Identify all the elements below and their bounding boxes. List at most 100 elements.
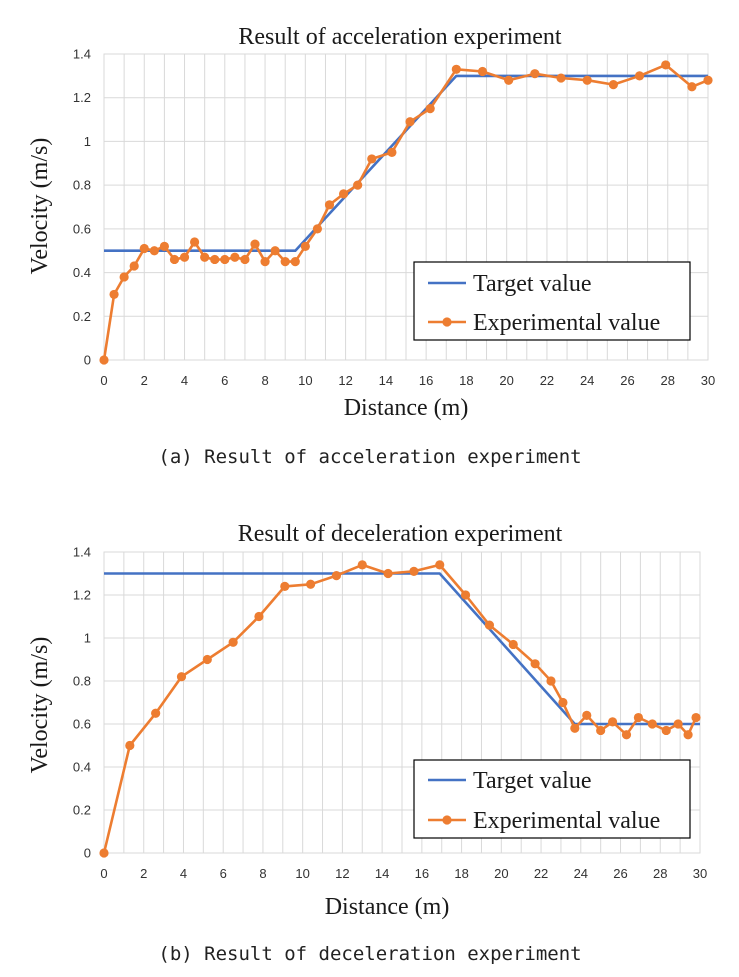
- experimental-point: [387, 147, 397, 157]
- legend-target-label: Target value: [473, 271, 592, 297]
- chart-title: Result of acceleration experiment: [238, 24, 562, 50]
- x-tick-label: 26: [620, 373, 634, 388]
- x-tick-label: 12: [335, 866, 349, 881]
- experimental-point: [484, 620, 495, 630]
- experimental-point: [254, 611, 264, 622]
- experimental-point: [504, 75, 514, 85]
- experimental-point: [435, 560, 445, 570]
- experimental-point: [99, 355, 109, 365]
- x-axis-label: Distance (m): [325, 894, 450, 920]
- experimental-point: [582, 75, 592, 85]
- experimental-point: [179, 252, 190, 262]
- x-tick-label: 16: [419, 373, 433, 388]
- experimental-point: [230, 252, 240, 262]
- experimental-point: [570, 723, 580, 733]
- x-tick-label: 16: [415, 866, 429, 881]
- experimental-point: [200, 252, 210, 262]
- x-tick-label: 28: [660, 373, 674, 388]
- experimental-point: [608, 80, 618, 90]
- experimental-point: [280, 581, 290, 592]
- plot-frame: [103, 551, 701, 854]
- y-tick-label: 1.4: [73, 47, 91, 62]
- experimental-point: [546, 676, 556, 686]
- x-tick-label: 4: [181, 373, 188, 388]
- experimental-point: [508, 639, 518, 650]
- experimental-point: [530, 659, 540, 669]
- experimental-point: [220, 254, 230, 265]
- experimental-point: [149, 246, 159, 256]
- experimental-point: [405, 117, 415, 127]
- experimental-point: [331, 571, 342, 581]
- experimental-point: [176, 672, 187, 682]
- x-tick-label: 14: [379, 373, 393, 388]
- y-tick-label: 1: [84, 631, 91, 646]
- experimental-point: [210, 254, 220, 265]
- x-tick-label: 10: [298, 373, 312, 388]
- y-axis-label: Velocity (m/s): [27, 637, 53, 774]
- legend-target-label: Target value: [473, 768, 592, 794]
- experimental-point: [661, 60, 671, 70]
- experimental-point: [125, 740, 135, 751]
- experimental-point: [240, 254, 250, 265]
- experimental-point: [425, 104, 435, 114]
- x-tick-label: 2: [140, 866, 147, 881]
- experimental-point: [556, 73, 566, 83]
- y-tick-label: 1.2: [73, 588, 91, 603]
- experimental-point: [109, 289, 119, 300]
- x-tick-label: 18: [459, 373, 473, 388]
- chart-title: Result of deceleration experiment: [238, 521, 563, 547]
- x-tick-label: 2: [141, 373, 148, 388]
- experimental-point: [530, 69, 540, 79]
- figure-caption: (a) Result of acceleration experiment: [158, 446, 581, 468]
- x-tick-label: 6: [220, 866, 227, 881]
- experimental-point: [139, 243, 149, 254]
- x-tick-label: 28: [653, 866, 667, 881]
- y-tick-label: 0.4: [73, 760, 91, 775]
- x-tick-label: 22: [534, 866, 548, 881]
- x-tick-label: 12: [338, 373, 352, 388]
- experimental-point: [159, 241, 169, 251]
- experimental-point: [169, 254, 180, 265]
- x-tick-label: 20: [494, 866, 508, 881]
- deceleration-chart: Result of deceleration experiment 0 0.2 0.…: [27, 521, 707, 965]
- experimental-point: [357, 560, 367, 570]
- x-axis-label: Distance (m): [344, 395, 469, 421]
- experimental-point: [338, 189, 349, 199]
- experimental-point: [634, 71, 645, 81]
- experimental-point: [280, 257, 290, 267]
- x-tick-label: 26: [613, 866, 627, 881]
- x-tick-label: 20: [499, 373, 513, 388]
- x-tick-label: 22: [540, 373, 554, 388]
- experimental-point: [99, 848, 109, 858]
- x-tick-label: 18: [454, 866, 468, 881]
- experimental-point: [687, 82, 697, 92]
- experimental-point: [621, 730, 632, 740]
- x-tick-label: 4: [180, 866, 187, 881]
- x-tick-label: 30: [693, 866, 707, 881]
- experimental-point: [151, 708, 161, 718]
- x-tick-label: 0: [100, 866, 107, 881]
- experimental-point: [691, 712, 701, 723]
- experimental-point: [260, 257, 270, 267]
- experimental-point: [596, 725, 606, 736]
- y-tick-label: 1: [84, 134, 91, 149]
- y-tick-label: 0.2: [73, 803, 91, 818]
- plot-frame: [103, 53, 709, 361]
- series-layer: [99, 560, 701, 858]
- experimental-value-line: [102, 63, 709, 361]
- experimental-point: [190, 237, 200, 247]
- experimental-point: [300, 241, 310, 251]
- acceleration-chart: Result of acceleration experiment 0 0.2 0.…: [27, 24, 715, 468]
- experimental-point: [270, 246, 280, 256]
- experimental-point: [607, 717, 618, 727]
- experimental-point: [353, 180, 363, 190]
- tick-labels: 00.20.40.60.811.21.40 2 4 6 8 10 12 14 16 18 20 22 2…: [73, 47, 715, 389]
- y-tick-label: 0: [84, 846, 91, 861]
- experimental-point: [324, 200, 335, 210]
- legend-experimental-label: Experimental value: [473, 808, 660, 834]
- x-tick-label: 10: [295, 866, 309, 881]
- legend: Target value Experimental value: [413, 759, 691, 839]
- series-layer: [99, 60, 713, 365]
- y-tick-label: 0: [84, 353, 91, 368]
- legend-box: [413, 261, 691, 341]
